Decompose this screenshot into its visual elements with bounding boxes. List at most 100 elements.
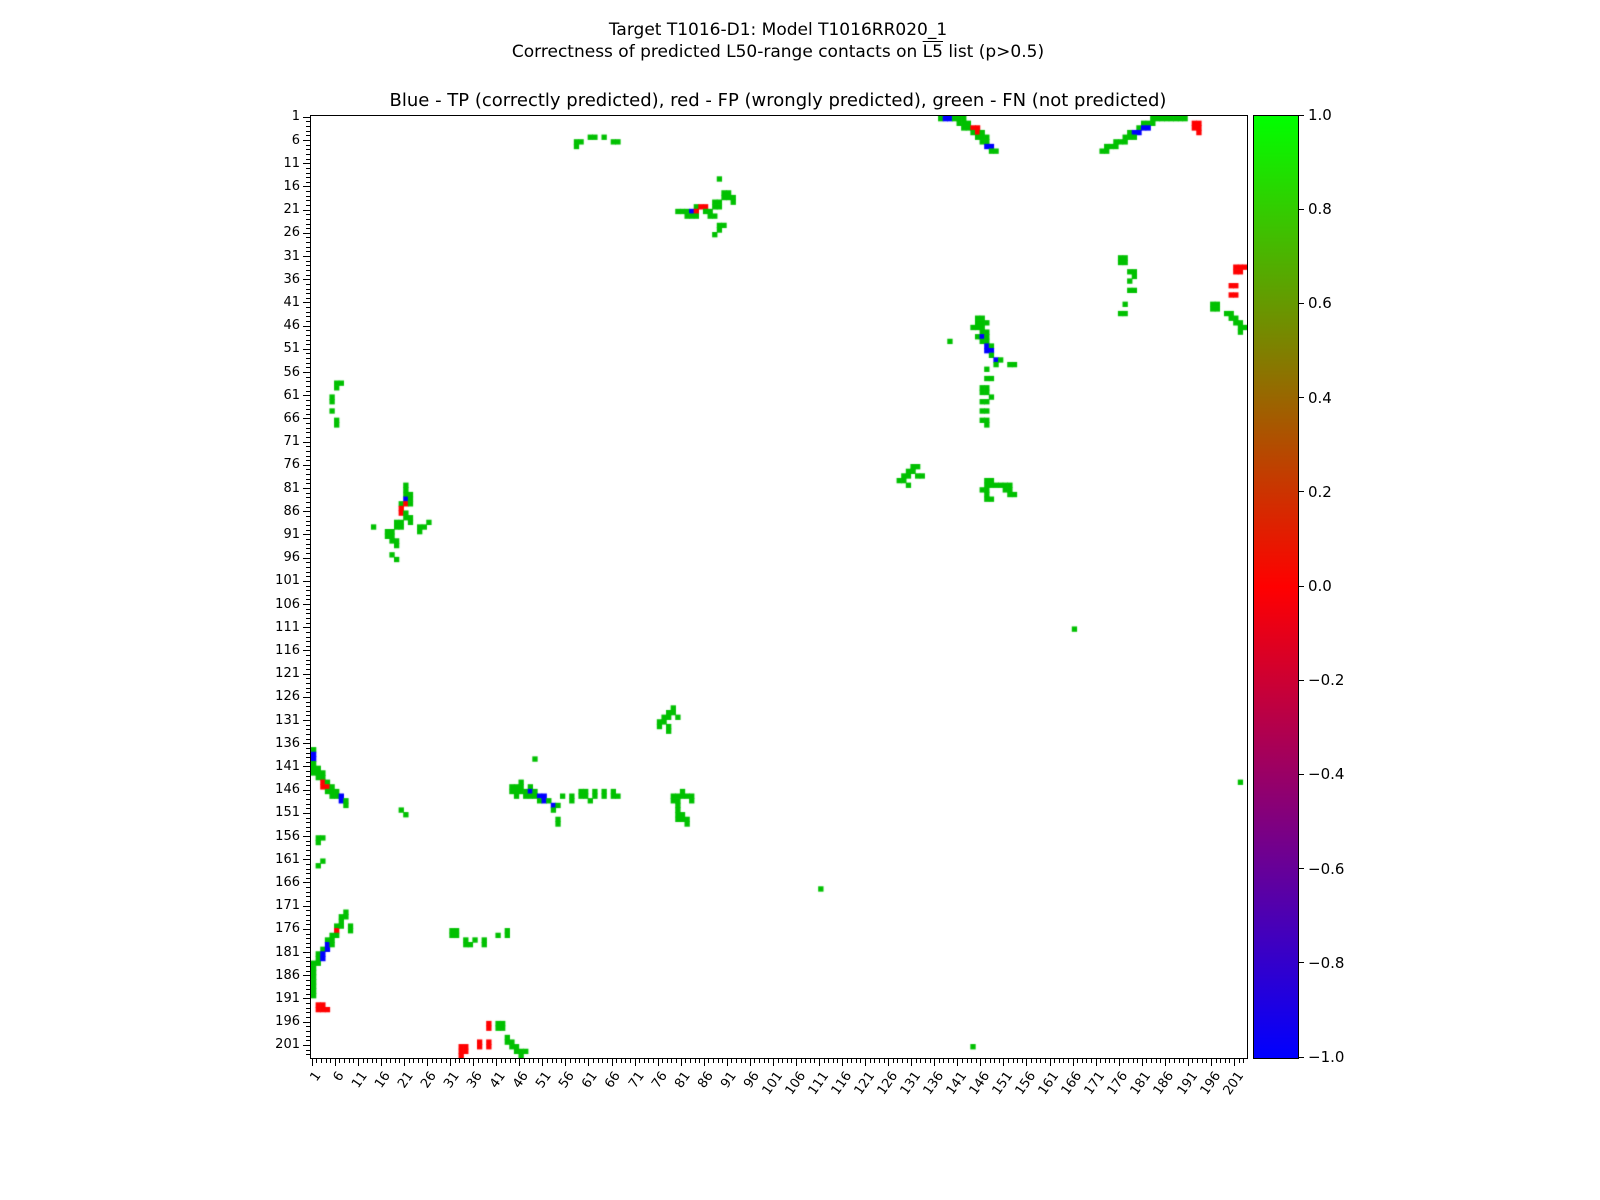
y-tick-label: 6 (291, 132, 300, 148)
y-axis-tick (306, 1035, 310, 1037)
x-tick-label-text: 166 (1058, 1069, 1086, 1098)
x-axis-tick (1220, 1059, 1222, 1063)
x-axis-tick (1164, 1059, 1166, 1066)
y-axis-tick (306, 566, 310, 568)
y-axis-tick (306, 269, 310, 271)
y-axis-tick (303, 650, 310, 652)
x-axis-tick (772, 1059, 774, 1066)
x-axis-tick (602, 1059, 604, 1063)
y-axis-tick (303, 209, 310, 211)
x-axis-tick (906, 1059, 908, 1063)
y-axis-tick (303, 488, 310, 490)
y-axis-tick (306, 850, 310, 851)
y-axis-tick (303, 279, 310, 281)
y-axis-tick (303, 441, 310, 443)
y-axis-tick (306, 367, 310, 369)
y-tick-label: 56 (283, 364, 300, 380)
y-axis-tick (306, 525, 310, 527)
y-axis-tick (306, 771, 310, 773)
y-axis-tick (306, 817, 310, 819)
x-tick-label-text: 196 (1197, 1069, 1224, 1098)
y-axis-tick (306, 761, 310, 763)
y-axis-tick (306, 242, 310, 244)
x-axis-tick (390, 1059, 392, 1063)
y-axis-tick (303, 1044, 310, 1046)
x-axis-tick (459, 1059, 461, 1063)
colorbar-tick (1299, 773, 1304, 775)
x-axis-tick (1044, 1059, 1046, 1063)
x-axis-tick (1201, 1059, 1203, 1063)
y-tick-label: 16 (283, 178, 300, 194)
x-axis-tick (1058, 1059, 1060, 1063)
y-axis-tick (306, 924, 310, 926)
x-axis-tick (768, 1059, 770, 1063)
x-tick-label-text: 131 (897, 1069, 924, 1098)
y-axis-tick (306, 655, 310, 657)
x-axis-tick (519, 1059, 521, 1066)
x-axis-tick (943, 1059, 945, 1063)
x-axis-tick (712, 1059, 714, 1063)
x-axis-tick (454, 1059, 456, 1063)
x-axis-tick (1141, 1059, 1143, 1066)
x-axis-tick (883, 1059, 885, 1063)
x-axis-tick (1077, 1059, 1079, 1063)
x-axis-tick (533, 1059, 535, 1063)
x-axis-tick (920, 1059, 922, 1063)
y-tick-label: 176 (275, 921, 300, 937)
x-axis-tick (1054, 1059, 1056, 1063)
y-axis-tick (306, 223, 310, 225)
y-axis-tick (306, 283, 310, 285)
x-axis-tick (321, 1059, 323, 1063)
y-axis-tick (306, 539, 310, 541)
colorbar-tick-label: 1.0 (1308, 106, 1332, 124)
y-axis-tick (306, 1017, 310, 1019)
x-axis-tick (339, 1059, 341, 1063)
x-axis-tick (556, 1059, 558, 1063)
x-axis-tick (1081, 1059, 1083, 1063)
y-axis-tick (306, 989, 310, 991)
x-axis-tick (832, 1059, 834, 1063)
x-axis-tick (915, 1059, 917, 1063)
y-tick-label: 1 (291, 109, 300, 125)
x-axis-tick (510, 1059, 512, 1063)
x-axis-tick (1026, 1059, 1028, 1066)
colorbar-tick-label: 0.6 (1308, 294, 1332, 313)
y-axis-tick (306, 144, 310, 146)
y-axis-tick (306, 246, 310, 248)
y-axis-tick (303, 256, 310, 258)
x-axis-tick (791, 1059, 793, 1063)
y-axis-tick (306, 729, 310, 731)
x-tick-label-text: 116 (828, 1069, 855, 1098)
y-axis-tick (303, 395, 310, 397)
y-axis-tick (306, 669, 310, 671)
y-axis-tick (306, 863, 310, 865)
y-axis-tick (306, 409, 310, 411)
y-axis-tick (306, 938, 310, 940)
x-axis-tick (994, 1059, 996, 1063)
x-axis-tick (777, 1059, 779, 1063)
x-axis-tick (528, 1059, 530, 1063)
x-axis-tick (842, 1059, 844, 1066)
y-axis-tick (306, 195, 310, 197)
x-axis-tick (1035, 1059, 1037, 1063)
x-axis-tick (1197, 1059, 1199, 1063)
y-axis-tick (306, 483, 310, 485)
y-axis-tick (306, 237, 310, 239)
y-axis-tick (306, 548, 310, 550)
x-tick-label-text: 16 (371, 1069, 394, 1092)
x-axis-tick (348, 1059, 350, 1063)
x-axis-tick (606, 1059, 608, 1063)
x-tick-label-text: 141 (943, 1069, 971, 1098)
x-axis-tick (399, 1059, 401, 1063)
x-axis-tick (551, 1059, 553, 1063)
y-axis-tick (306, 228, 310, 230)
x-tick-label-text: 181 (1128, 1069, 1155, 1098)
colorbar-tick (1299, 491, 1304, 493)
y-axis-tick (306, 641, 310, 643)
y-tick-label: 21 (283, 202, 300, 218)
contact-points-canvas (311, 116, 1247, 1058)
x-axis-tick (537, 1059, 539, 1063)
x-axis-tick (1210, 1059, 1212, 1066)
x-axis-tick (1183, 1059, 1185, 1063)
x-axis-tick (1003, 1059, 1005, 1066)
